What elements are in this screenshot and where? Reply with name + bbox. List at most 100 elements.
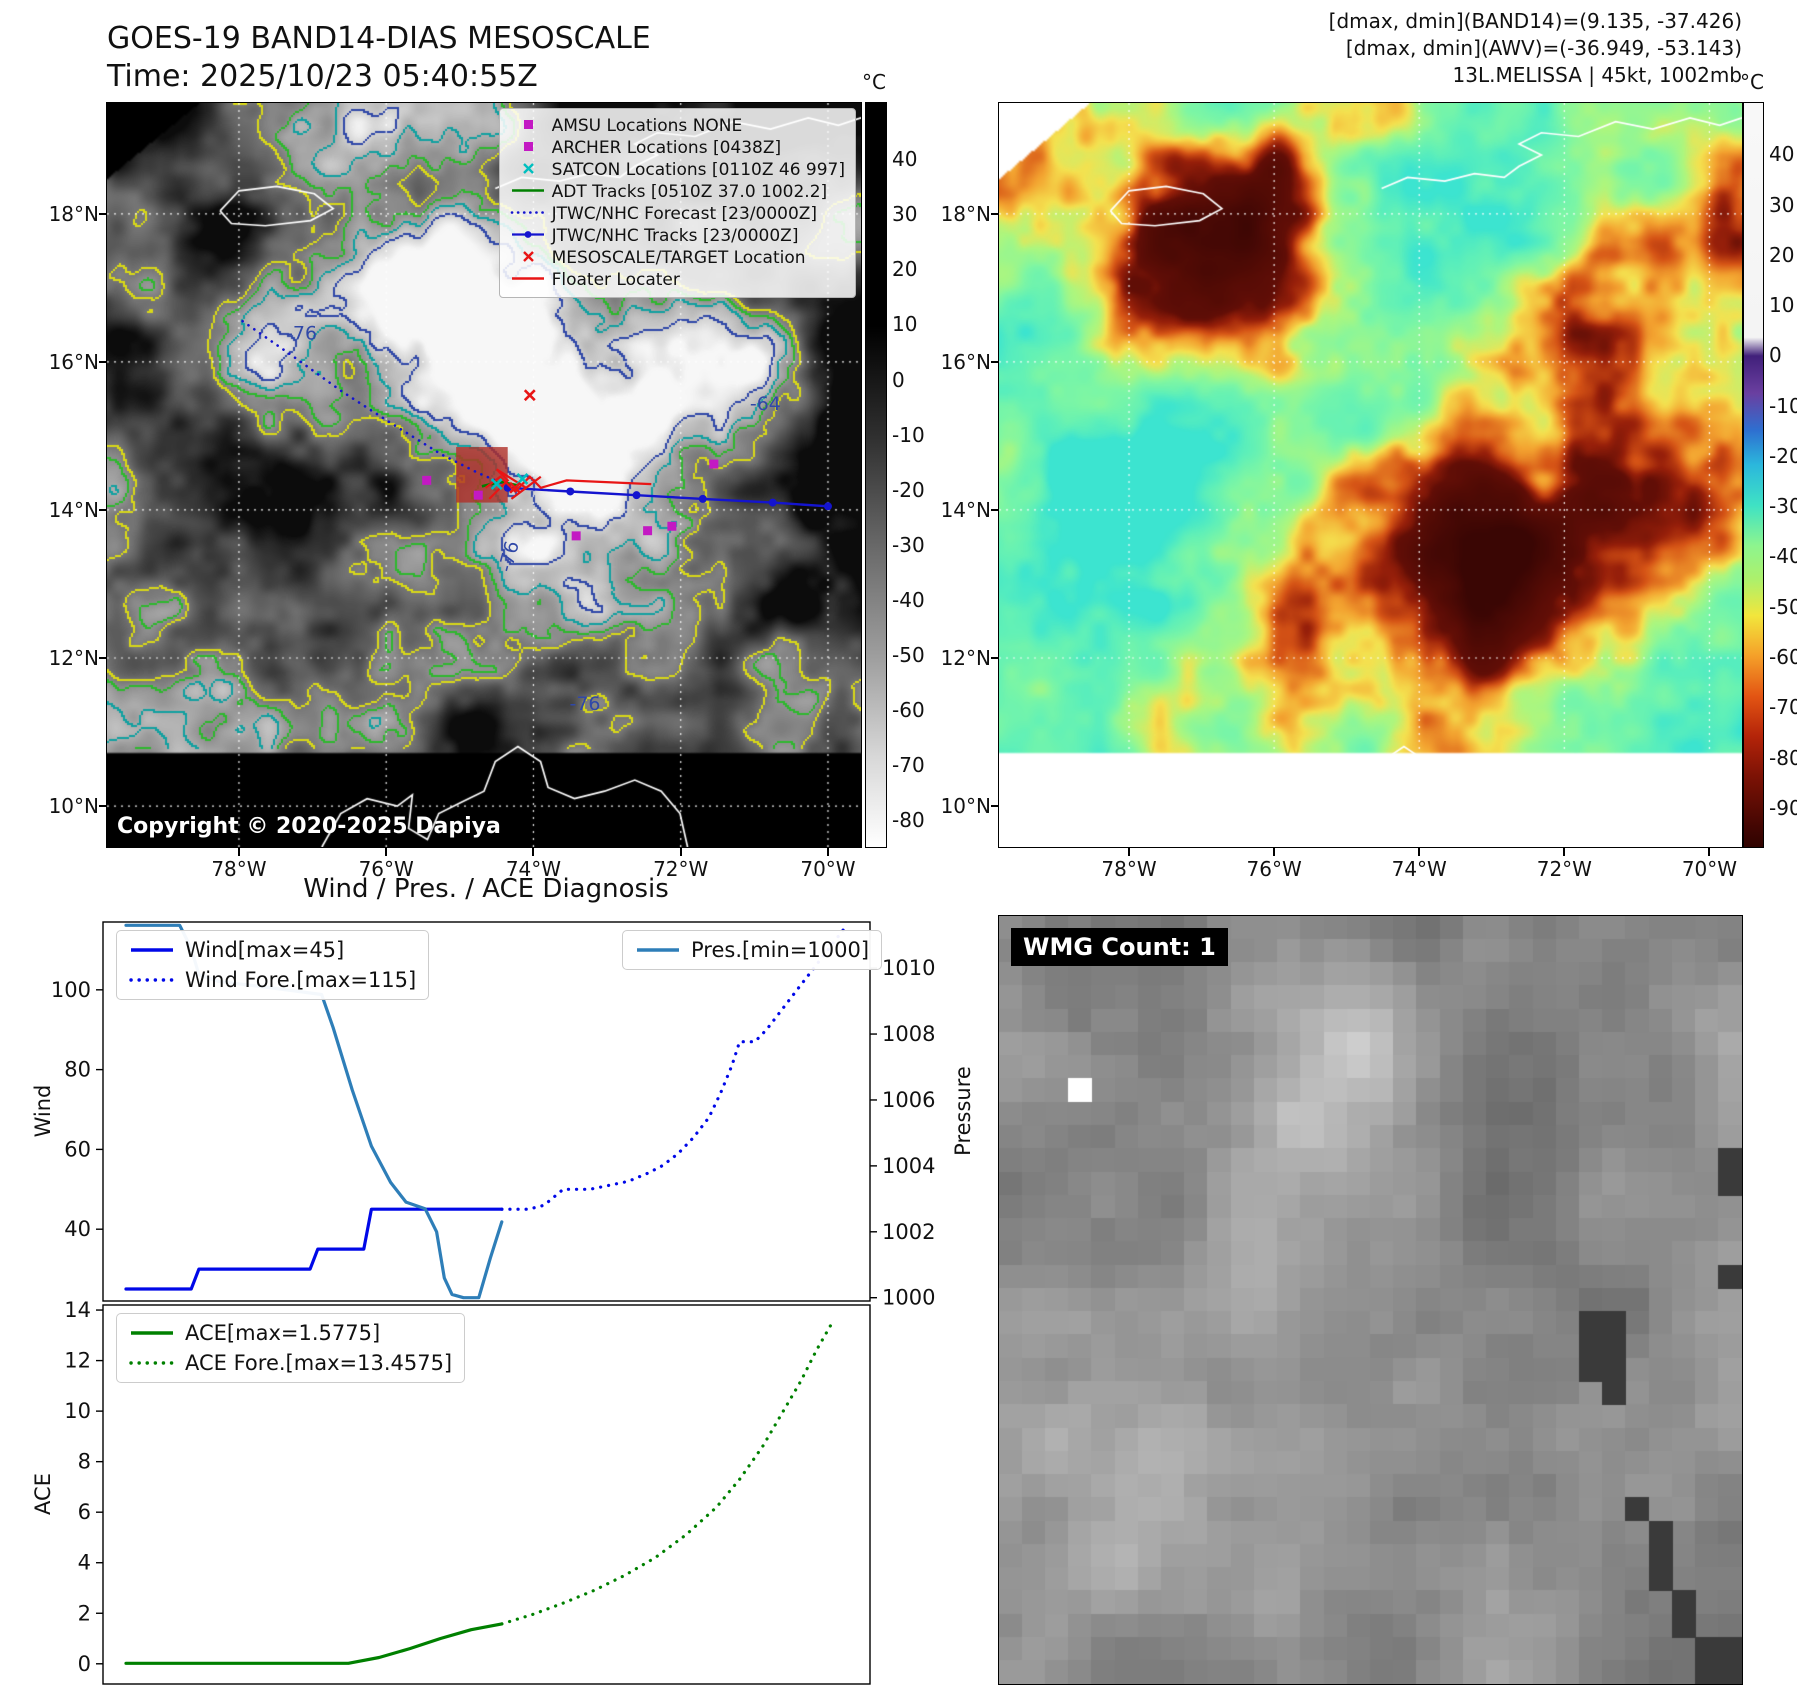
wind-legend: Wind[max=45] Wind Fore.[max=115]	[116, 930, 430, 1000]
wind-pres-y2tick: 1002	[882, 1220, 935, 1244]
legend-item: SATCON Locations [0110Z 46 997]	[510, 160, 845, 180]
legend-item: Floater Locater	[510, 270, 845, 290]
band14-colorbar-tick: -60	[892, 698, 925, 723]
ace-ytick: 4	[78, 1551, 91, 1575]
band14-lat-tickmark	[99, 212, 107, 215]
track-point	[698, 494, 707, 503]
band14-lat-tick: 18°N	[48, 201, 99, 226]
square-marker-swatch	[510, 117, 546, 136]
awv-colorbar-tick: 10	[1769, 293, 1795, 318]
awv-colorbar-tick: -90	[1769, 795, 1797, 820]
contour-label: -76	[495, 539, 524, 575]
band14-colorbar-tick: -80	[892, 808, 925, 833]
band14-lat-tickmark	[99, 657, 107, 660]
legend-label: SATCON Locations [0110Z 46 997]	[551, 160, 845, 180]
band14-colorbar-tick: 0	[892, 367, 905, 392]
awv-lon-tick: 76°W	[1246, 857, 1302, 881]
band14-lon-tickmark	[237, 848, 240, 856]
band14-lon-tickmark	[532, 848, 535, 856]
awv-lon-tick: 72°W	[1536, 857, 1592, 881]
awv-lat-tickmark	[991, 508, 999, 511]
ace-ytick: 8	[78, 1450, 91, 1474]
band14-map-panel: -76 -64 -76 -76 AMSU Locations NONE ARCHER L…	[106, 102, 862, 848]
legend-item: ACE[max=1.5775]	[129, 1321, 452, 1345]
ace-legend: ACE[max=1.5775] ACE Fore.[max=13.4575]	[116, 1313, 466, 1383]
series-Wind Fore.[max=115]	[500, 928, 845, 1211]
wmg-image-canvas	[999, 916, 1742, 1684]
band14-colorbar-tick: -40	[892, 588, 925, 612]
band14-lat-tick: 16°N	[48, 349, 99, 374]
series-ACE Fore.[max=13.4575]	[500, 1322, 834, 1626]
legend-swatch	[637, 948, 679, 952]
legend-label: ACE[max=1.5775]	[185, 1321, 381, 1345]
diagnosis-title: Wind / Pres. / ACE Diagnosis	[303, 874, 669, 904]
awv-colorbar-tick: 0	[1769, 343, 1782, 368]
band14-colorbar-tick: -10	[892, 422, 925, 447]
legend-label: MESOSCALE/TARGET Location	[551, 248, 806, 268]
ace-axis-label: ACE	[31, 1473, 55, 1515]
wind-axis-label: Wind	[31, 1085, 55, 1138]
awv-lat-tick: 12°N	[940, 646, 991, 671]
awv-colorbar-tick: -70	[1769, 695, 1797, 720]
band14-lat-tickmark	[99, 805, 107, 808]
legend-label: JTWC/NHC Tracks [23/0000Z]	[551, 226, 799, 246]
band14-title: GOES-19 BAND14-DIAS MESOSCALE	[107, 21, 651, 56]
awv-lat-tickmark	[991, 212, 999, 215]
legend-label: Wind Fore.[max=115]	[185, 968, 417, 992]
awv-lat-tickmark	[991, 805, 999, 808]
floater-line	[484, 475, 652, 494]
awv-lon-tickmark	[1128, 848, 1131, 856]
legend-item: AMSU Locations NONE	[510, 116, 845, 136]
band14-colorbar-tick: 20	[892, 257, 918, 282]
legend-label: Pres.[min=1000]	[691, 938, 870, 962]
wind-pres-ytick: 40	[64, 1217, 91, 1241]
band14-colorbar-tick: 30	[892, 202, 918, 227]
wind-pres-ytick: 100	[51, 978, 91, 1002]
awv-lat-tick: 10°N	[940, 794, 991, 819]
line-marker-swatch	[510, 271, 546, 290]
contour-label: -76	[569, 693, 600, 715]
track-point	[566, 487, 575, 496]
awv-colorbar-tick: 20	[1769, 242, 1795, 267]
legend-swatch	[129, 1361, 175, 1365]
legend-label: ACE Fore.[max=13.4575]	[185, 1351, 453, 1375]
band14-colorbar-tick: 40	[892, 147, 918, 172]
ace-ytick: 2	[78, 1601, 91, 1625]
band14-colorbar	[865, 102, 887, 848]
band14-lon-tick: 72°W	[653, 857, 709, 881]
wind-pres-y2tick: 1000	[882, 1286, 935, 1310]
contour-label: -76	[286, 323, 317, 345]
band14-lon-tick: 78°W	[211, 857, 267, 881]
pressure-legend: Pres.[min=1000]	[622, 930, 883, 970]
awv-lon-tickmark	[1273, 848, 1276, 856]
legend-label: JTWC/NHC Forecast [23/0000Z]	[551, 204, 818, 224]
awv-lon-tickmark	[1418, 848, 1421, 856]
awv-colorbar-unit: °C	[1740, 70, 1764, 94]
mesoscale-x-marker	[509, 481, 521, 494]
archer-square-marker	[571, 531, 581, 541]
storm-id-line: 13L.MELISSA | 45kt, 1002mb	[1452, 63, 1742, 87]
wind-pres-y2tick: 1008	[882, 1022, 935, 1046]
band14-lat-tick: 10°N	[48, 794, 99, 819]
band14-lat-tick: 14°N	[48, 497, 99, 522]
band14-colorbar-tick: -70	[892, 753, 925, 778]
legend-item: Pres.[min=1000]	[635, 938, 869, 962]
band14-time: Time: 2025/10/23 05:40:55Z	[107, 59, 538, 94]
track-point	[632, 491, 641, 500]
legend-label: Wind[max=45]	[185, 938, 345, 962]
awv-lon-tick: 74°W	[1391, 857, 1447, 881]
awv-lat-tickmark	[991, 360, 999, 363]
awv-lat-tickmark	[991, 657, 999, 660]
band14-colorbar-tick: -30	[892, 532, 925, 557]
archer-square-marker	[667, 521, 677, 531]
dotted-marker-swatch	[510, 205, 546, 224]
band14-lon-tickmark	[385, 848, 388, 856]
legend-item: Wind[max=45]	[129, 938, 416, 962]
line-marker-swatch	[510, 183, 546, 202]
awv-lat-tick: 18°N	[940, 201, 991, 226]
legend-item: JTWC/NHC Forecast [23/0000Z]	[510, 204, 845, 224]
awv-colorbar	[1743, 102, 1764, 848]
contour-label: -64	[750, 393, 781, 415]
awv-lon-tickmark	[1563, 848, 1566, 856]
